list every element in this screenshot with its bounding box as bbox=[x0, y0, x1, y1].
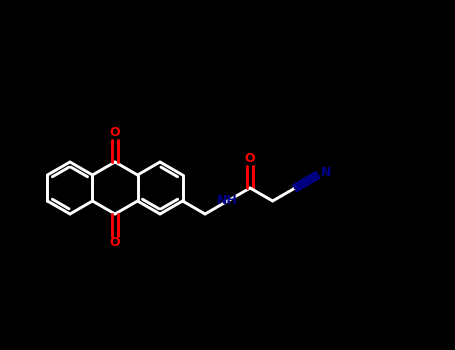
Text: O: O bbox=[245, 153, 255, 166]
Text: O: O bbox=[110, 237, 120, 250]
Text: N: N bbox=[320, 167, 331, 180]
Text: O: O bbox=[110, 126, 120, 140]
Text: NH: NH bbox=[217, 195, 238, 208]
